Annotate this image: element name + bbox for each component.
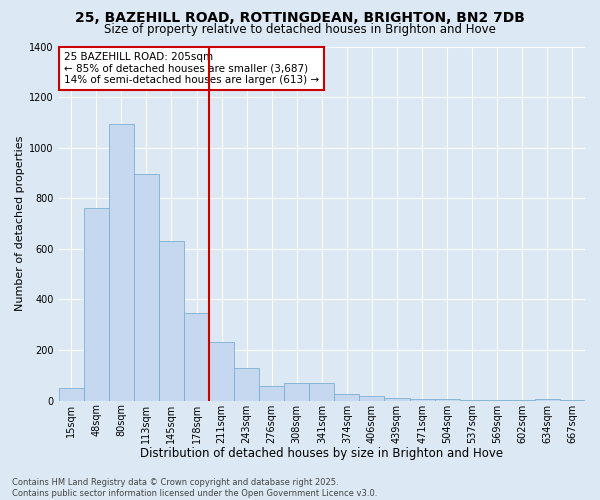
Text: 25 BAZEHILL ROAD: 205sqm
← 85% of detached houses are smaller (3,687)
14% of sem: 25 BAZEHILL ROAD: 205sqm ← 85% of detach… — [64, 52, 319, 85]
Y-axis label: Number of detached properties: Number of detached properties — [15, 136, 25, 312]
Text: Contains HM Land Registry data © Crown copyright and database right 2025.
Contai: Contains HM Land Registry data © Crown c… — [12, 478, 377, 498]
Bar — [284, 384, 309, 400]
Bar — [259, 386, 284, 400]
Bar — [159, 242, 184, 400]
Bar — [309, 384, 334, 400]
Bar — [84, 208, 109, 400]
Bar — [234, 368, 259, 400]
Text: 25, BAZEHILL ROAD, ROTTINGDEAN, BRIGHTON, BN2 7DB: 25, BAZEHILL ROAD, ROTTINGDEAN, BRIGHTON… — [75, 11, 525, 25]
Bar — [209, 342, 234, 400]
Bar — [359, 396, 385, 400]
Bar — [59, 388, 84, 400]
Bar — [410, 398, 434, 400]
Bar — [535, 398, 560, 400]
X-axis label: Distribution of detached houses by size in Brighton and Hove: Distribution of detached houses by size … — [140, 447, 503, 460]
Bar — [334, 394, 359, 400]
Bar — [385, 398, 410, 400]
Text: Size of property relative to detached houses in Brighton and Hove: Size of property relative to detached ho… — [104, 22, 496, 36]
Bar — [109, 124, 134, 400]
Bar — [184, 314, 209, 400]
Bar — [134, 174, 159, 400]
